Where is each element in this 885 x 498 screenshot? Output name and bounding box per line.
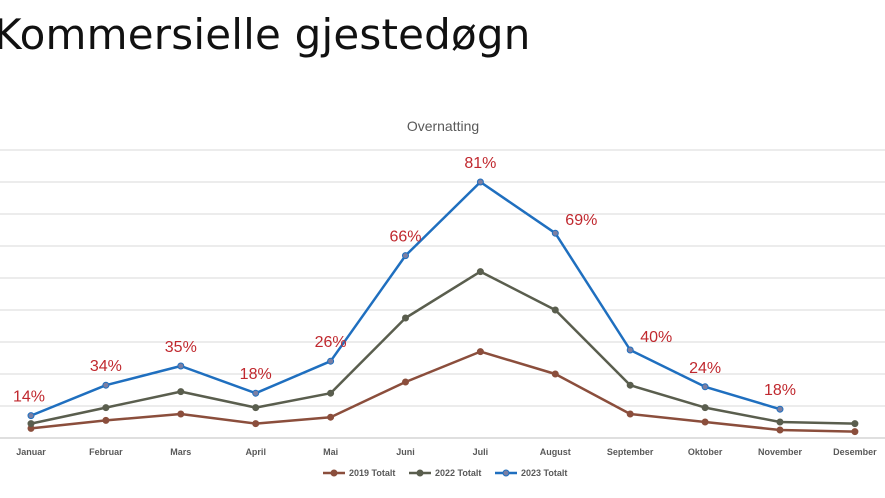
data-point [851,428,859,436]
data-point [177,362,185,370]
x-tick-label: Februar [89,447,123,457]
percent-label: 40% [640,329,672,346]
data-point [551,306,559,314]
x-tick-label: Mars [170,447,191,457]
data-point [476,268,484,276]
data-point [776,426,784,434]
data-point [102,404,110,412]
x-tick-label: November [758,447,803,457]
data-point [402,314,409,322]
legend-swatch-marker [502,469,510,477]
data-point [252,389,260,397]
data-point [252,420,260,428]
chart-markers [27,178,859,436]
x-tick-label: April [245,447,266,457]
data-point [102,381,110,389]
percent-label: 18% [240,366,272,383]
series-line [30,350,855,433]
slide-title: Kommersielle gjestedøgn [0,10,531,59]
x-axis-ticks: Januar Februar Mars April Mai Juni Juli August S… [16,447,877,457]
legend-swatch-marker [416,469,424,477]
chart-annotations: 14% 34% 35% 18% 26% 66% 81% 69% 40% 24% 18% [13,155,796,406]
x-tick-label: Desember [833,447,877,457]
data-point [27,420,35,428]
data-point [776,405,784,413]
data-point [177,388,185,396]
percent-label: 24% [689,360,721,377]
data-point [402,252,409,260]
legend-label: 2019 Totalt [349,468,395,478]
x-tick-label: August [540,447,571,457]
series-line [30,270,855,425]
legend-label: 2022 Totalt [435,468,481,478]
data-point [776,418,784,426]
percent-label: 34% [90,358,122,375]
percent-label: 26% [315,334,347,351]
data-point [177,410,185,418]
data-point [476,348,484,356]
data-point [27,412,35,420]
data-point [327,357,335,365]
percent-label: 69% [565,212,597,229]
percent-label: 81% [464,155,496,172]
data-point [252,404,260,412]
percent-label: 14% [13,389,45,406]
data-point [327,413,335,421]
data-point [476,178,484,186]
x-tick-label: Januar [16,447,46,457]
data-point [701,418,709,426]
x-tick-label: September [607,447,654,457]
data-point [701,383,709,391]
x-tick-label: Oktober [688,447,723,457]
x-tick-label: Juni [396,447,415,457]
percent-label: 66% [389,229,421,246]
legend-swatch-marker [330,469,338,477]
data-point [551,229,559,237]
chart-legend: 2019 Totalt 2022 Totalt 2023 Totalt [323,468,567,478]
data-point [102,416,110,424]
chart-title: Overnatting [407,118,479,134]
percent-label: 35% [165,339,197,356]
data-point [327,389,335,397]
data-point [701,404,709,412]
x-tick-label: Juli [473,447,489,457]
data-point [626,410,634,418]
legend-label: 2023 Totalt [521,468,567,478]
x-tick-label: Mai [323,447,338,457]
data-point [402,378,409,386]
data-point [626,381,634,389]
chart-series-lines [30,180,855,433]
data-point [851,420,859,428]
data-point [626,346,634,354]
percent-label: 18% [764,382,796,399]
data-point [551,370,559,378]
